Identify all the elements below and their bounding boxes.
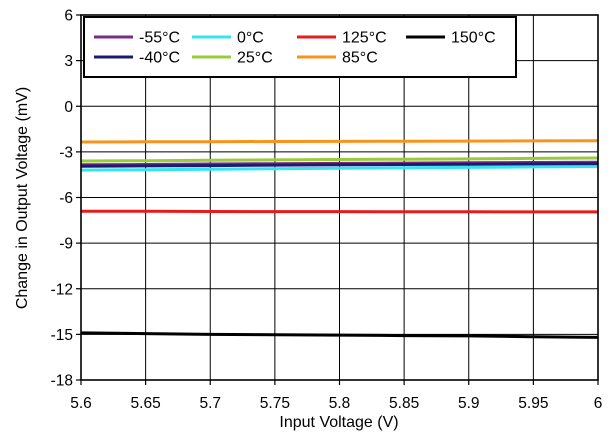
x-axis-ticks: 5.6 5.65 5.7 5.75 5.8 5.85 5.9 5.95 6 <box>70 380 602 412</box>
legend: -55°C 0°C 125°C 150°C -40°C 25°C 85°C <box>83 16 517 78</box>
y-tick-label: -3 <box>59 144 73 161</box>
series-line-4 <box>80 209 598 214</box>
y-tick-label: -12 <box>51 281 73 298</box>
legend-label-6: 150°C <box>451 30 496 47</box>
y-tick-label: -18 <box>51 373 73 390</box>
legend-label-1: -40°C <box>139 50 180 67</box>
x-tick-label: 5.7 <box>199 395 221 412</box>
x-tick-label: 6 <box>594 395 603 412</box>
series-line-5 <box>80 139 599 144</box>
y-axis-title: Change in Output Voltage (mV) <box>14 87 31 309</box>
y-tick-label: 3 <box>64 53 73 70</box>
x-tick-label: 5.85 <box>389 395 419 412</box>
y-tick-label: 6 <box>64 8 73 25</box>
y-tick-label: -9 <box>59 236 73 253</box>
x-tick-label: 5.75 <box>260 395 290 412</box>
legend-label-2: 0°C <box>237 30 264 47</box>
y-tick-label: 0 <box>64 99 73 116</box>
legend-label-3: 25°C <box>237 50 273 67</box>
series-line-6 <box>80 331 599 339</box>
series-line-3 <box>80 156 599 163</box>
y-tick-label: -15 <box>51 327 73 344</box>
legend-label-4: 125°C <box>342 30 387 47</box>
x-axis-title: Input Voltage (V) <box>279 414 398 431</box>
x-tick-label: 5.95 <box>518 395 548 412</box>
x-tick-label: 5.9 <box>458 395 480 412</box>
x-tick-label: 5.65 <box>131 395 161 412</box>
legend-label-5: 85°C <box>342 50 378 67</box>
legend-box <box>83 16 517 78</box>
x-tick-label: 5.6 <box>70 395 92 412</box>
series-line-2 <box>80 165 599 172</box>
legend-label-0: -55°C <box>139 30 180 47</box>
x-tick-label: 5.8 <box>329 395 351 412</box>
series-line-1 <box>80 162 599 168</box>
y-tick-label: -6 <box>59 190 73 207</box>
series-lines <box>80 139 599 339</box>
y-axis-ticks: 6 3 0 -3 -6 -9 -12 -15 -18 <box>51 8 81 390</box>
